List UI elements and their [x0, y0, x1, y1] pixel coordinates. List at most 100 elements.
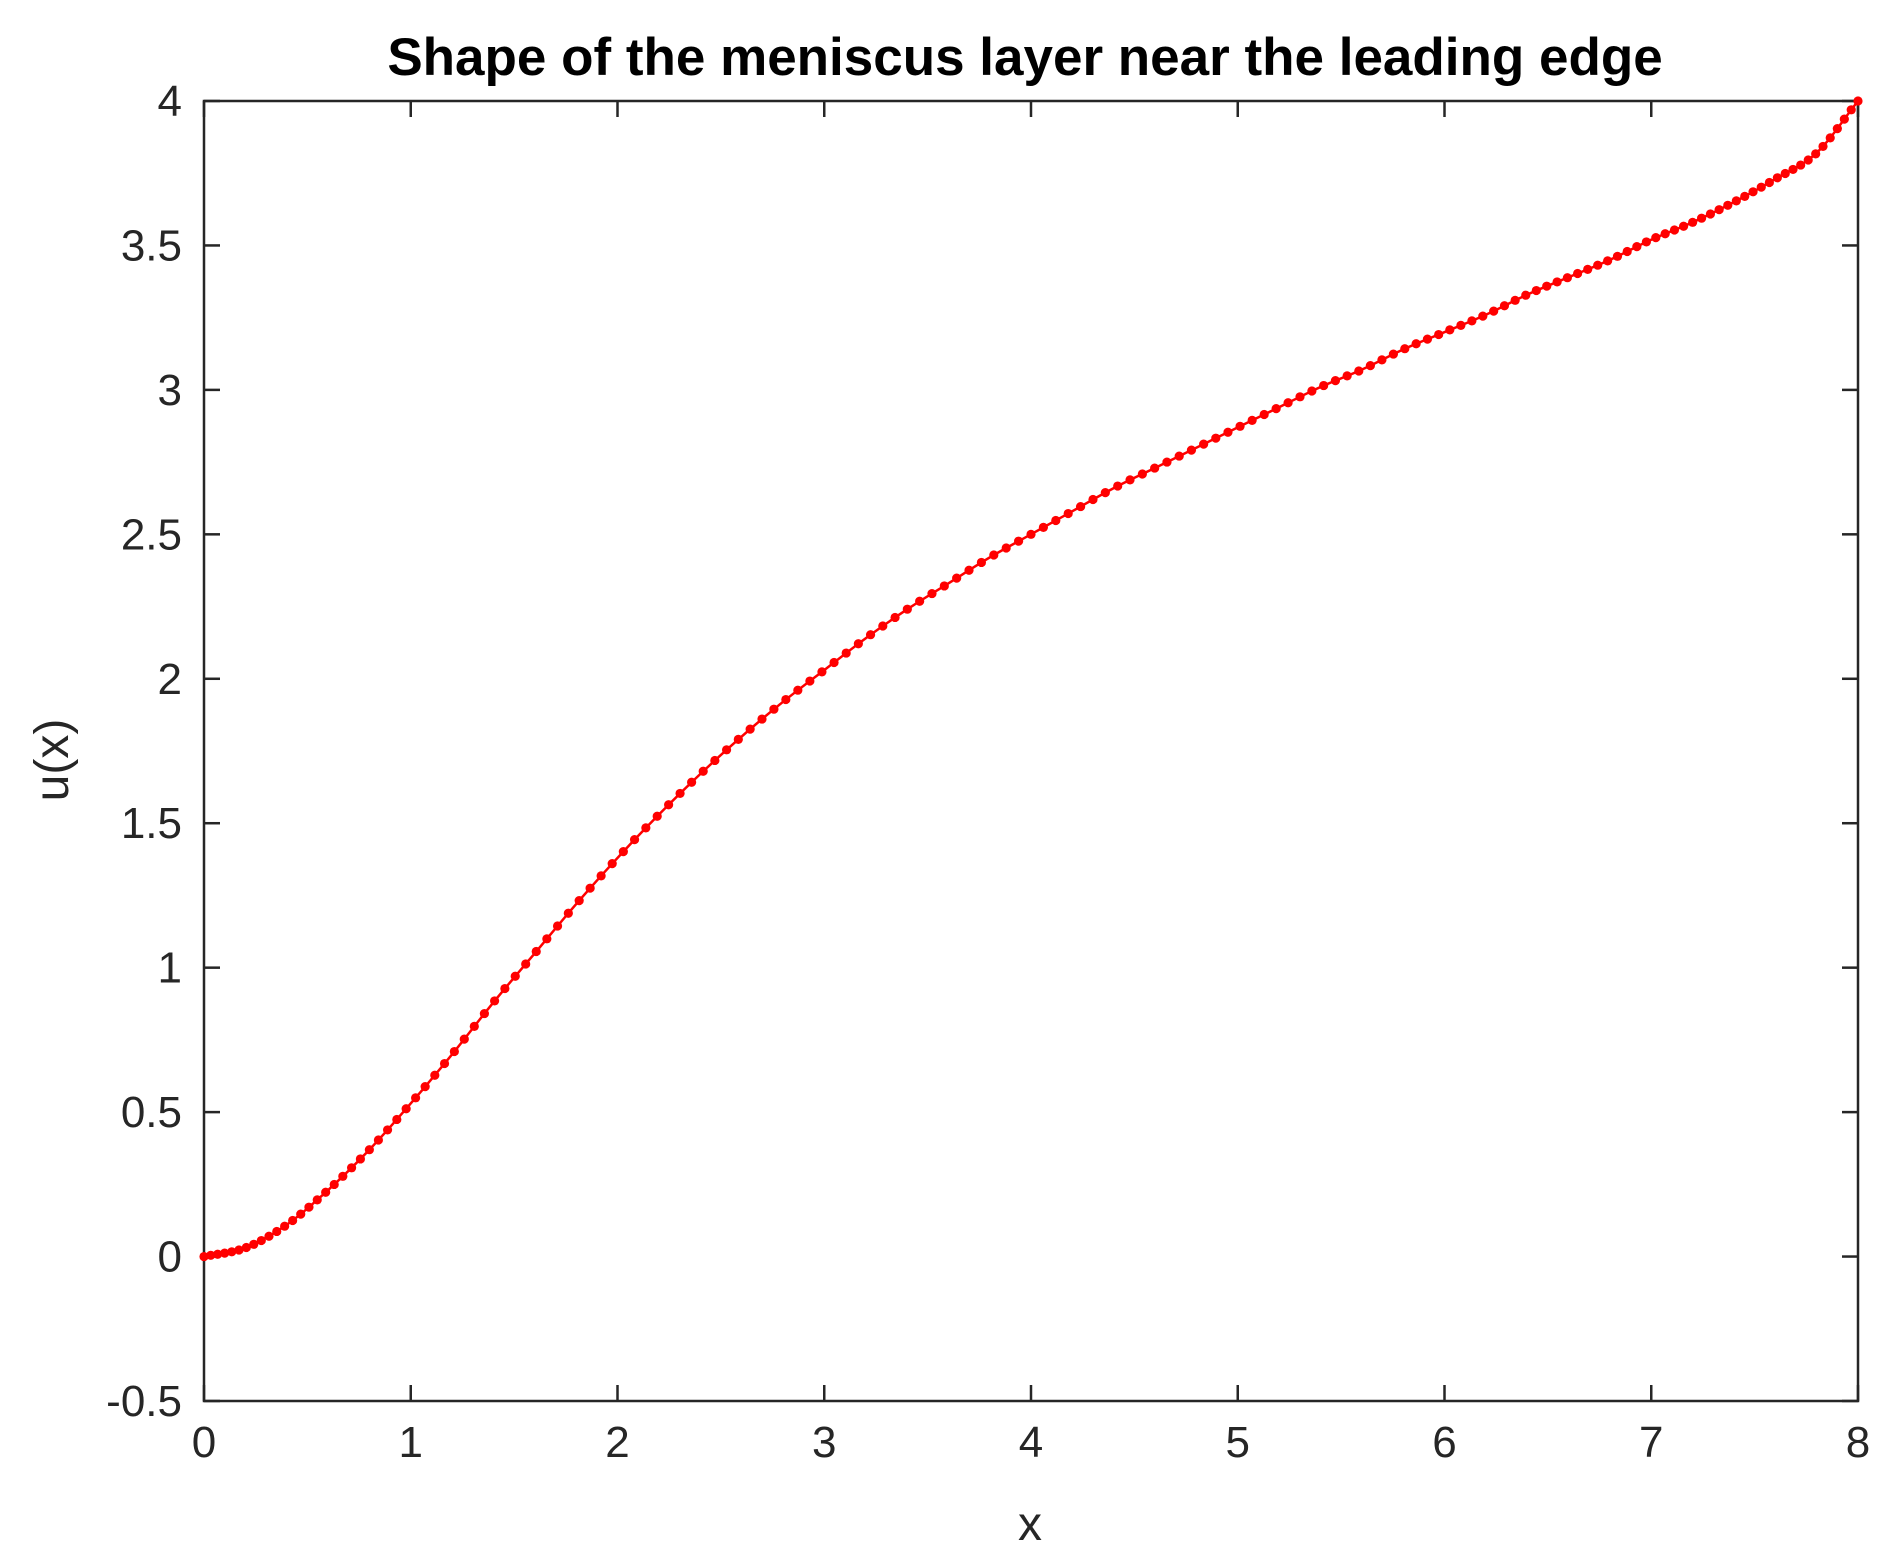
data-point: [288, 1215, 298, 1226]
data-point: [629, 835, 640, 845]
y-tick-label: 3: [158, 366, 182, 415]
data-point: [698, 766, 708, 776]
data-point: [1811, 149, 1821, 159]
data-point: [304, 1202, 314, 1212]
data-point: [1038, 522, 1048, 533]
data-point: [1796, 160, 1806, 170]
data-point: [552, 921, 563, 931]
data-point: [805, 676, 815, 686]
data-point: [430, 1070, 440, 1080]
data-point: [392, 1114, 402, 1125]
data-point: [1150, 463, 1160, 473]
y-tick-label: 1: [158, 944, 182, 993]
y-tick-label: 3.5: [121, 221, 182, 270]
data-point: [1756, 182, 1766, 192]
data-point: [652, 811, 662, 821]
data-point: [411, 1093, 421, 1103]
data-point: [500, 983, 510, 994]
data-point: [1422, 334, 1433, 344]
chart-title: Shape of the meniscus layer near the lea…: [387, 28, 1662, 87]
data-point: [1593, 260, 1603, 270]
data-point: [1825, 133, 1835, 143]
data-point: [346, 1163, 357, 1173]
data-point: [373, 1135, 384, 1145]
data-point: [1259, 409, 1269, 420]
data-point: [469, 1021, 479, 1031]
data-point: [841, 648, 851, 658]
data-point: [1434, 329, 1444, 340]
data-point: [1846, 105, 1856, 115]
data-point: [241, 1242, 251, 1253]
data-point: [1295, 392, 1305, 402]
data-point: [687, 777, 697, 787]
data-point: [1026, 529, 1036, 539]
data-point: [1542, 281, 1552, 291]
data-point: [607, 859, 617, 869]
data-point: [1211, 433, 1221, 443]
data-point: [1573, 268, 1583, 279]
x-tick-label: 1: [399, 1418, 423, 1467]
data-point: [338, 1171, 348, 1181]
data-point: [1354, 366, 1364, 376]
data-point: [1283, 398, 1293, 408]
data-point: [1467, 316, 1477, 326]
data-point: [675, 788, 685, 799]
data-point: [1688, 217, 1698, 227]
data-point: [1319, 380, 1329, 391]
data-point: [1377, 355, 1387, 365]
data-point: [1723, 200, 1733, 210]
data-point: [1075, 501, 1086, 512]
data-point: [264, 1231, 274, 1241]
data-point: [213, 1249, 223, 1259]
data-point: [1137, 469, 1147, 479]
x-tick-label: 7: [1639, 1418, 1663, 1467]
data-point: [1510, 295, 1520, 305]
y-tick-label: 4: [158, 77, 182, 126]
data-point: [1818, 141, 1828, 152]
data-point: [1014, 536, 1024, 546]
data-point: [1051, 515, 1061, 526]
data-point: [793, 685, 803, 695]
x-tick-label: 2: [605, 1418, 629, 1467]
data-point: [1839, 114, 1849, 124]
data-point: [939, 581, 949, 591]
data-point: [220, 1248, 230, 1258]
y-tick-label: 0: [158, 1233, 182, 1282]
data-point: [521, 959, 531, 969]
data-point: [1365, 361, 1375, 371]
data-point: [1780, 168, 1790, 179]
data-point: [1748, 187, 1758, 197]
x-tick-label: 5: [1226, 1418, 1250, 1467]
x-axis-label: x: [1018, 1498, 1042, 1551]
data-point: [459, 1034, 469, 1044]
data-point: [1772, 173, 1782, 183]
data-point: [1552, 277, 1562, 287]
data-point: [542, 934, 552, 944]
data-point: [641, 823, 651, 833]
data-point: [927, 588, 937, 599]
data-point: [1001, 543, 1011, 553]
data-point: [1764, 177, 1774, 188]
x-tick-label: 3: [812, 1418, 836, 1467]
data-point: [1622, 246, 1632, 257]
data-point: [1088, 494, 1098, 505]
data-point: [321, 1187, 331, 1197]
data-point: [1562, 273, 1572, 283]
axes-box: [202, 99, 1860, 1403]
data-point: [256, 1235, 266, 1246]
data-point: [312, 1195, 322, 1205]
data-point: [1612, 251, 1623, 261]
data-point: [206, 1250, 216, 1260]
data-point: [1489, 306, 1499, 316]
data-point: [1307, 386, 1317, 396]
data-point: [1740, 191, 1750, 201]
data-point: [1063, 508, 1073, 519]
data-point: [1125, 475, 1135, 485]
data-point: [272, 1226, 282, 1237]
data-point: [1113, 481, 1123, 491]
data-point: [490, 996, 500, 1006]
data-point: [1853, 96, 1863, 106]
data-point: [733, 734, 743, 744]
